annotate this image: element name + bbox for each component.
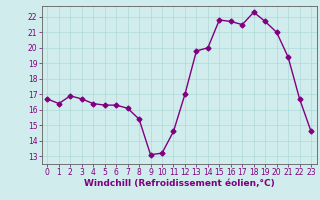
X-axis label: Windchill (Refroidissement éolien,°C): Windchill (Refroidissement éolien,°C)	[84, 179, 275, 188]
